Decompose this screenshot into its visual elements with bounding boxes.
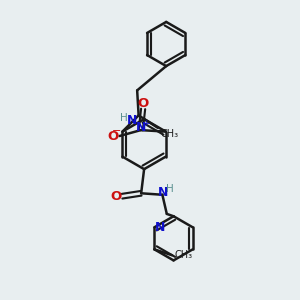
Text: O: O <box>137 97 149 110</box>
Text: H: H <box>166 184 174 194</box>
Text: N: N <box>158 186 169 199</box>
Text: H: H <box>120 112 127 123</box>
Text: +: + <box>142 119 150 128</box>
Text: CH₃: CH₃ <box>161 129 179 139</box>
Text: N: N <box>136 121 146 134</box>
Text: N: N <box>127 114 137 127</box>
Text: CH₃: CH₃ <box>175 250 193 260</box>
Text: O: O <box>107 130 119 142</box>
Text: −: − <box>112 126 121 136</box>
Text: O: O <box>110 190 122 203</box>
Text: N: N <box>155 221 166 234</box>
